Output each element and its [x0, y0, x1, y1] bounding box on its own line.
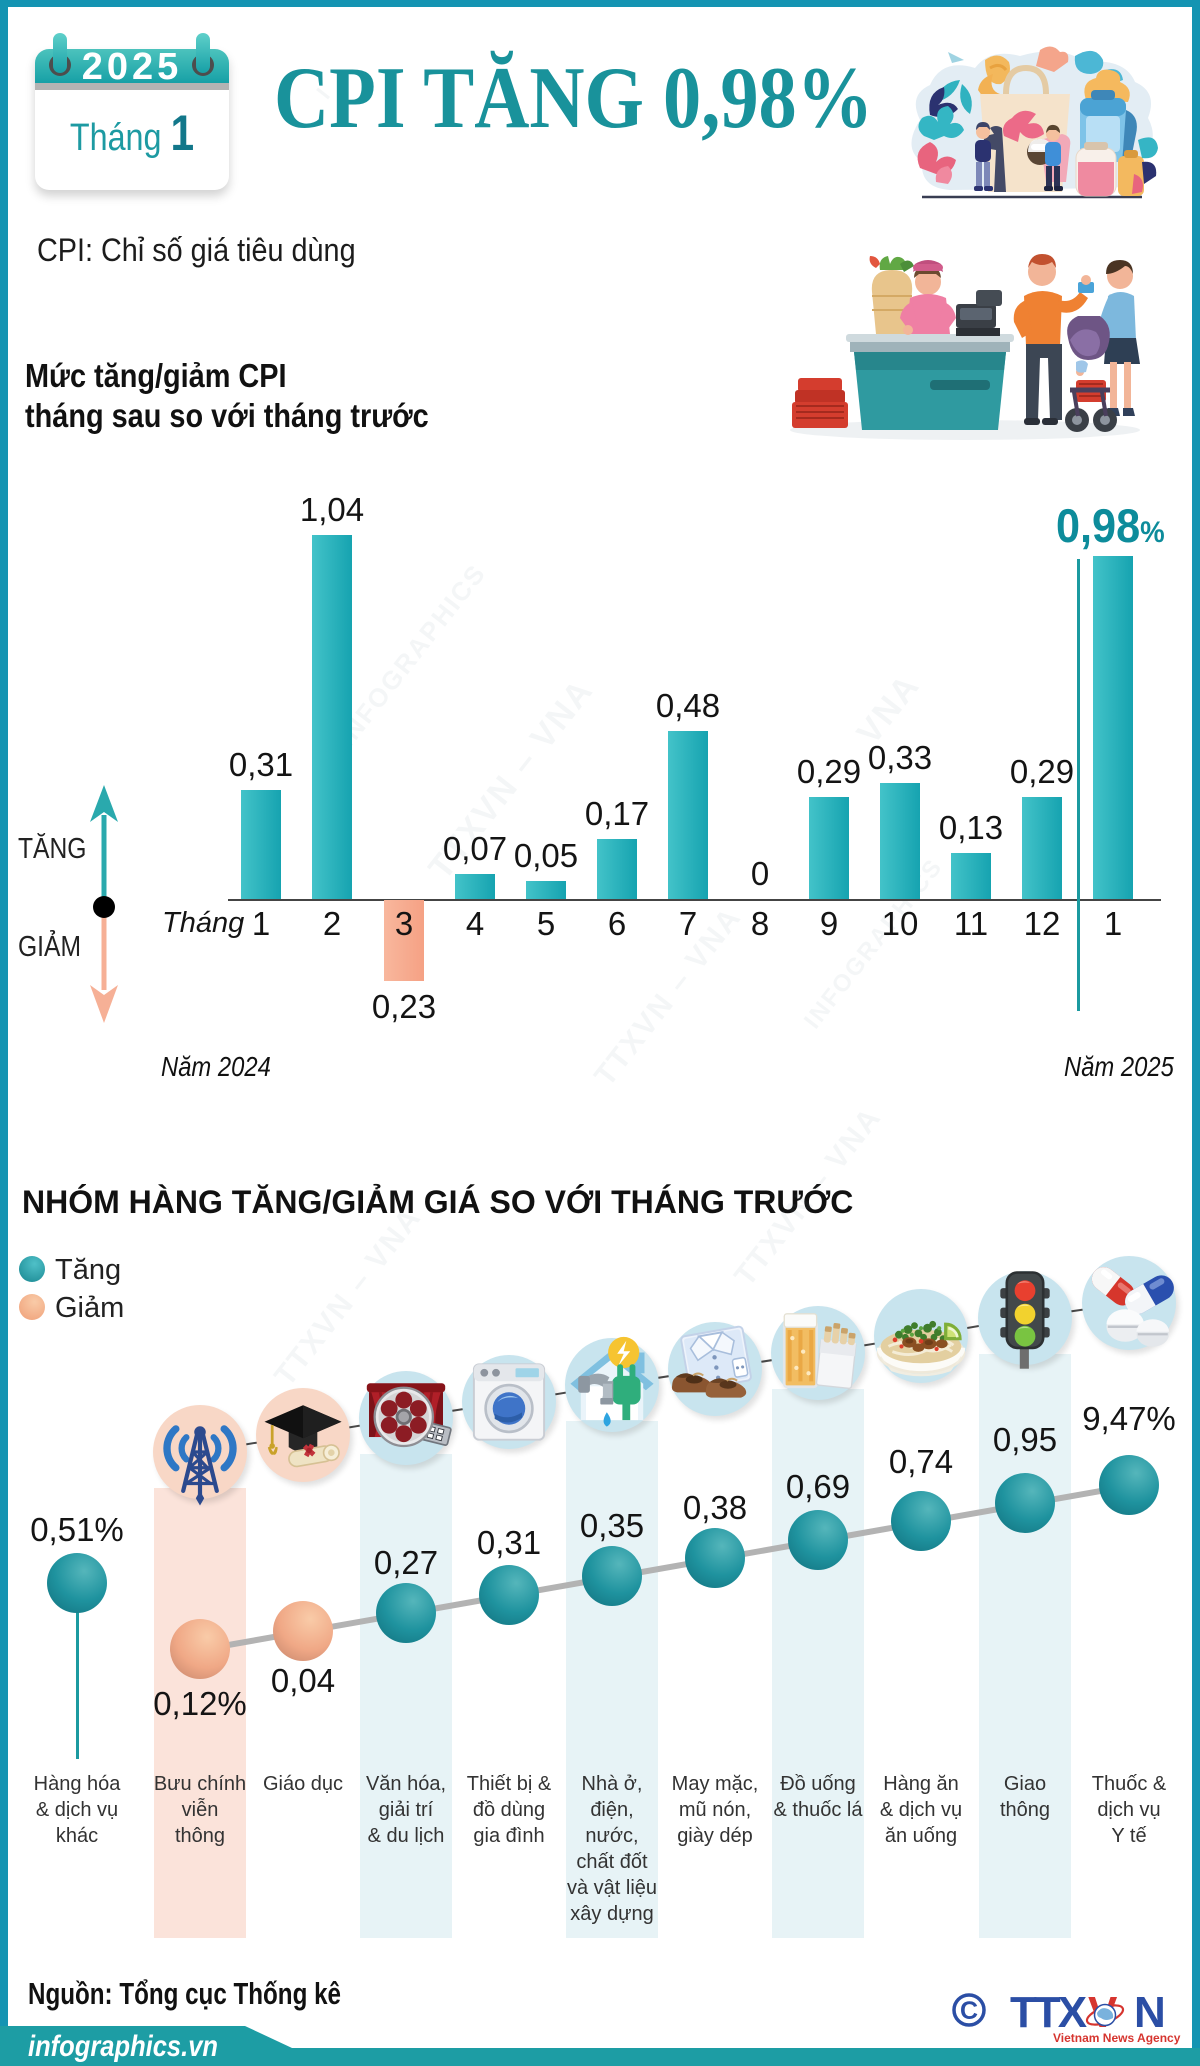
svg-text:N: N [1134, 1988, 1166, 2037]
svg-text:Vietnam News Agency: Vietnam News Agency [1053, 2031, 1181, 2045]
svg-text:infographics.vn: infographics.vn [28, 2030, 218, 2063]
svg-text:C: C [960, 1997, 978, 2025]
svg-text:TTX: TTX [1010, 1988, 1087, 2037]
